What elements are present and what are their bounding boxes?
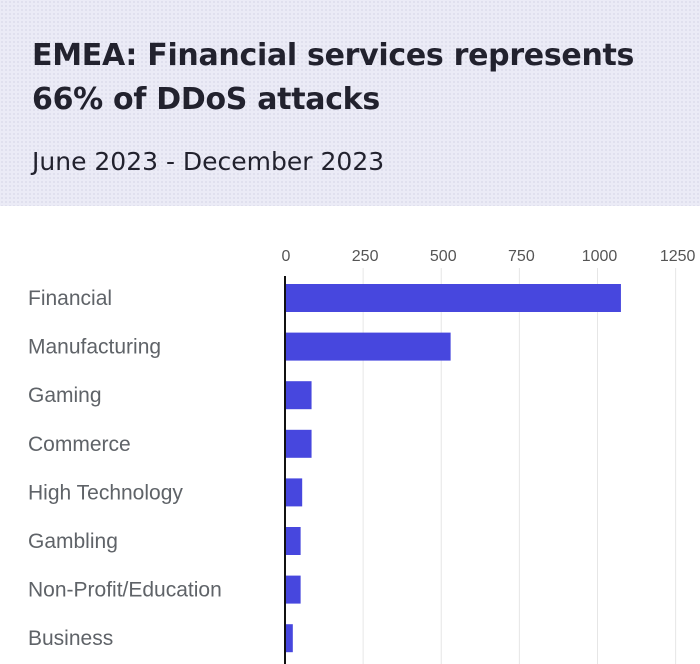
x-tick-label: 1000: [582, 248, 618, 265]
x-tick-label: 0: [282, 248, 291, 265]
x-tick-label: 750: [508, 248, 535, 265]
x-tick-label: 250: [352, 248, 379, 265]
bar: [285, 575, 301, 604]
bars: [285, 284, 621, 653]
gridlines: [362, 268, 677, 664]
chart-subtitle: June 2023 - December 2023: [32, 147, 385, 176]
bar-chart: 0 250 500 750 1000 1250 Financial Manufacturin…: [28, 248, 696, 664]
bar: [285, 284, 621, 312]
category-label: Business: [28, 627, 113, 650]
chart-title: EMEA: Financial services represents 66% …: [32, 38, 635, 117]
bar: [285, 527, 301, 555]
bar: [285, 478, 303, 507]
x-tick-label: 1250: [660, 248, 696, 265]
x-axis-ticks: 0 250 500 750 1000 1250: [282, 248, 696, 265]
category-label: High Technology: [28, 481, 183, 504]
category-label: Gambling: [28, 530, 118, 553]
category-label: Financial: [28, 287, 112, 310]
category-label: Gaming: [28, 384, 102, 407]
category-label: Non-Profit/Education: [28, 579, 222, 602]
category-label: Commerce: [28, 433, 131, 456]
category-labels: Financial Manufacturing Gaming Commerce High…: [28, 287, 222, 650]
x-tick-label: 500: [430, 248, 457, 265]
bar: [285, 429, 312, 458]
bar: [285, 332, 451, 361]
chart-header: EMEA: Financial services represents 66% …: [0, 0, 700, 206]
category-label: Manufacturing: [28, 336, 161, 359]
bar: [285, 624, 293, 653]
bar: [285, 381, 312, 410]
